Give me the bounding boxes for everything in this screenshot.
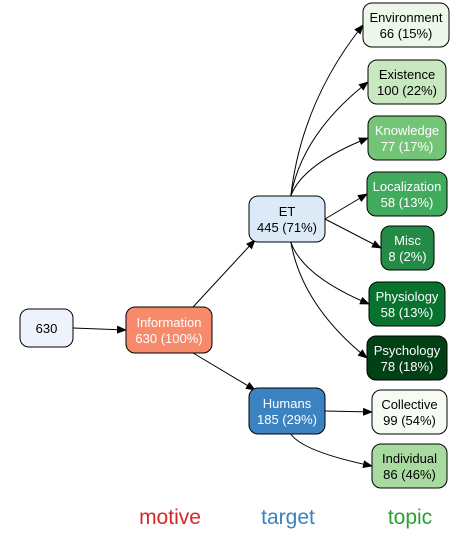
edge-et-to-existence xyxy=(290,81,369,197)
level-label-topic: topic xyxy=(388,506,432,529)
edge-et-to-physiology xyxy=(290,241,370,305)
node-label: Individual xyxy=(382,451,437,466)
node-label: Existence xyxy=(379,67,435,82)
node-label: Information xyxy=(136,315,201,330)
edge-root-to-motive xyxy=(72,325,127,334)
edge-et-to-environment xyxy=(290,24,364,197)
edge-humans-to-individual xyxy=(290,433,373,469)
edge-humans-to-collective xyxy=(324,407,373,416)
node-box xyxy=(367,59,447,105)
node-label: Collective xyxy=(381,397,437,412)
node-value: 8 (2%) xyxy=(388,249,426,264)
node-box xyxy=(366,171,448,217)
node-value: 78 (18%) xyxy=(381,359,434,374)
edge-et-to-knowledge xyxy=(290,137,369,197)
node-label: ET xyxy=(279,204,296,219)
node-value: 445 (71%) xyxy=(257,220,317,235)
node-box xyxy=(366,335,448,381)
node-box xyxy=(380,225,435,271)
node-value: 58 (13%) xyxy=(381,195,434,210)
node-label: 630 xyxy=(36,321,58,336)
node-box xyxy=(248,195,326,243)
node-value: 58 (13%) xyxy=(381,305,434,320)
edge-motive-to-humans xyxy=(192,352,256,391)
node-root: 630 xyxy=(19,308,74,348)
node-box xyxy=(371,443,448,489)
node-box xyxy=(125,306,213,354)
node-label: Misc xyxy=(394,233,421,248)
node-label: Physiology xyxy=(376,289,439,304)
node-value: 77 (17%) xyxy=(381,139,434,154)
node-label: Localization xyxy=(373,179,442,194)
edge-motive-to-et xyxy=(192,239,256,308)
node-box xyxy=(19,308,74,348)
node-value: 100 (22%) xyxy=(377,83,437,98)
node-label: Knowledge xyxy=(375,123,439,138)
node-value: 99 (54%) xyxy=(383,413,436,428)
node-value: 630 (100%) xyxy=(135,331,202,346)
edge-et-to-localization xyxy=(324,193,368,220)
node-box xyxy=(368,281,446,327)
node-label: Environment xyxy=(370,10,443,25)
level-labels: motive target topic xyxy=(139,506,432,529)
node-box xyxy=(362,2,450,48)
edge-et-to-psychology xyxy=(290,241,368,359)
node-label: Humans xyxy=(263,396,312,411)
edge-et-to-misc xyxy=(324,218,382,249)
node-value: 66 (15%) xyxy=(380,26,433,41)
node-value: 185 (29%) xyxy=(257,412,317,427)
level-label-motive: motive xyxy=(139,506,201,529)
edges-layer xyxy=(72,24,382,469)
node-box xyxy=(371,389,448,435)
node-value: 86 (46%) xyxy=(383,467,436,482)
node-box xyxy=(248,387,326,435)
node-label: Psychology xyxy=(374,343,441,358)
node-box xyxy=(367,115,447,161)
level-label-target: target xyxy=(261,506,315,529)
